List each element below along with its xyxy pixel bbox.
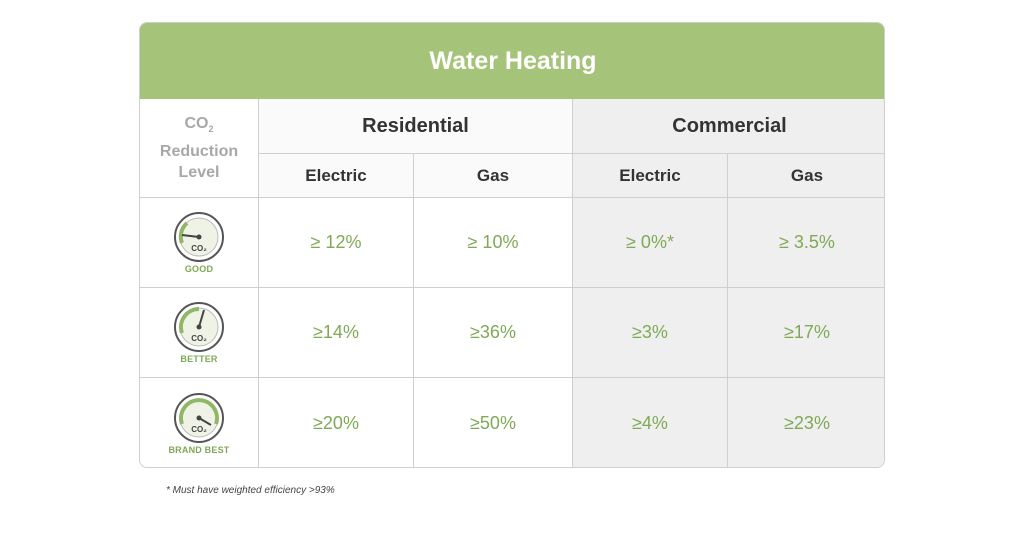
value-best-residential-electric: ≥20% (259, 378, 414, 467)
co2-gauge-icon: CO₂ (174, 393, 224, 443)
value-best-commercial-gas: ≥23% (728, 378, 884, 467)
value-best-residential-gas: ≥50% (414, 378, 573, 467)
group-header-commercial: Commercial (573, 99, 884, 154)
level-label: BETTER (180, 354, 218, 364)
corner-subscript: 2 (208, 124, 214, 135)
value-best-commercial-electric: ≥4% (573, 378, 728, 467)
value-good-commercial-electric: ≥ 0%* (573, 198, 728, 288)
value-good-residential-electric: ≥ 12% (259, 198, 414, 288)
water-heating-table: Water Heating CO2 Reduction Level Reside… (139, 22, 885, 468)
co2-reduction-level-header: CO2 Reduction Level (140, 99, 259, 198)
subheader-commercial-electric: Electric (573, 154, 728, 198)
value-good-residential-gas: ≥ 10% (414, 198, 573, 288)
corner-line2: Reduction (159, 142, 239, 160)
level-badge-brand-best: CO₂ BRAND BEST (140, 378, 259, 467)
subheader-residential-gas: Gas (414, 154, 573, 198)
table-grid: CO2 Reduction Level Residential Commerci… (140, 99, 884, 467)
svg-text:CO₂: CO₂ (191, 334, 207, 343)
svg-text:CO₂: CO₂ (191, 244, 207, 253)
value-good-commercial-gas: ≥ 3.5% (728, 198, 884, 288)
co2-gauge-icon: CO₂ (174, 302, 224, 352)
level-badge-good: CO₂ GOOD (140, 198, 259, 288)
level-label: GOOD (184, 264, 214, 274)
level-badge-better: CO₂ BETTER (140, 288, 259, 378)
subheader-commercial-gas: Gas (728, 154, 884, 198)
value-better-residential-electric: ≥14% (259, 288, 414, 378)
footnote: * Must have weighted efficiency >93% (166, 485, 335, 496)
table-title: Water Heating (140, 23, 884, 99)
subheader-residential-electric: Electric (259, 154, 414, 198)
svg-text:CO₂: CO₂ (191, 425, 207, 434)
value-better-commercial-gas: ≥17% (728, 288, 884, 378)
value-better-commercial-electric: ≥3% (573, 288, 728, 378)
co2-gauge-icon: CO₂ (174, 212, 224, 262)
group-header-residential: Residential (259, 99, 573, 154)
level-label: BRAND BEST (168, 445, 230, 455)
corner-line3: Level (178, 163, 220, 181)
corner-line1: CO (184, 115, 209, 133)
value-better-residential-gas: ≥36% (414, 288, 573, 378)
